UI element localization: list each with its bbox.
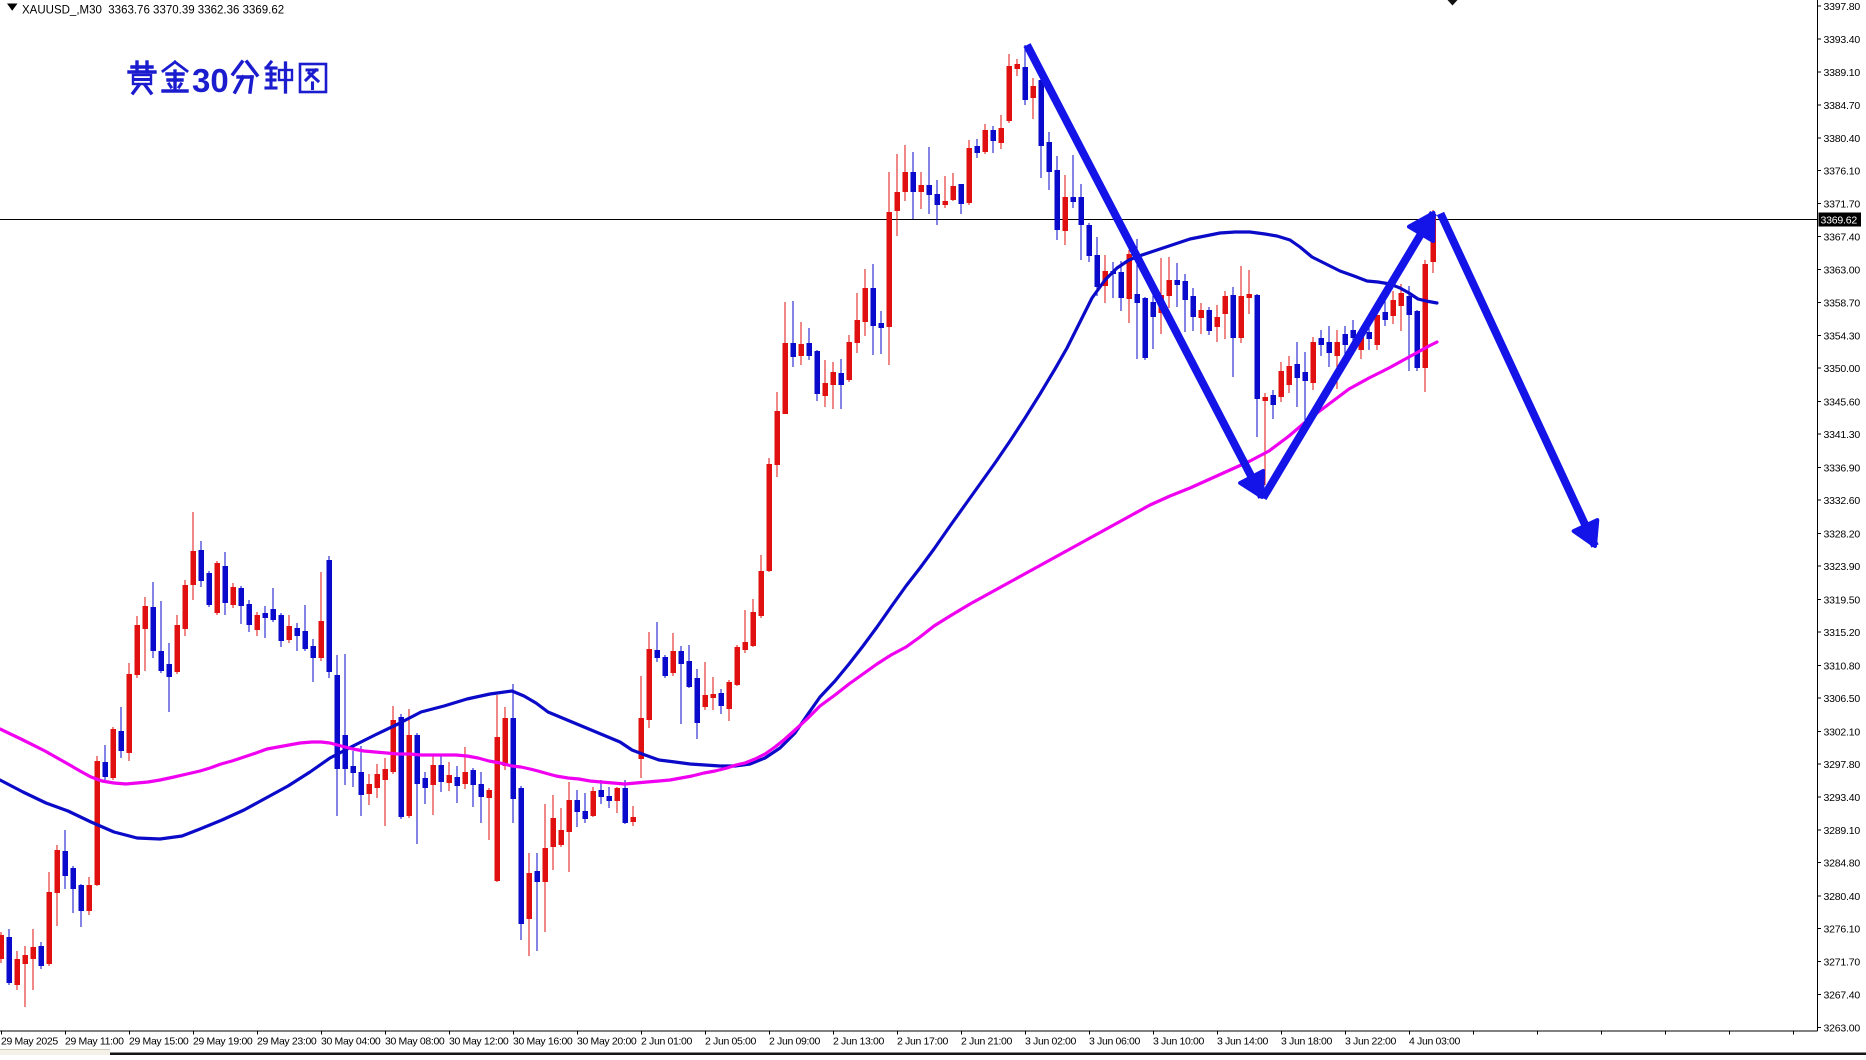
svg-text:3276.10: 3276.10 xyxy=(1824,923,1861,935)
svg-text:3319.50: 3319.50 xyxy=(1824,594,1861,606)
svg-text:3 Jun 22:00: 3 Jun 22:00 xyxy=(1345,1036,1397,1048)
svg-text:3 Jun 06:00: 3 Jun 06:00 xyxy=(1089,1036,1141,1048)
svg-text:3267.40: 3267.40 xyxy=(1824,989,1861,1001)
svg-text:4 Jun 03:00: 4 Jun 03:00 xyxy=(1409,1036,1461,1048)
svg-text:3 Jun 10:00: 3 Jun 10:00 xyxy=(1153,1036,1205,1048)
svg-text:3367.40: 3367.40 xyxy=(1824,231,1861,243)
svg-text:3284.80: 3284.80 xyxy=(1824,857,1861,869)
svg-text:29 May 11:00: 29 May 11:00 xyxy=(65,1036,124,1048)
svg-text:3363.00: 3363.00 xyxy=(1824,265,1861,277)
svg-text:3306.50: 3306.50 xyxy=(1824,693,1861,705)
svg-text:2 Jun 13:00: 2 Jun 13:00 xyxy=(833,1036,885,1048)
svg-text:2 Jun 21:00: 2 Jun 21:00 xyxy=(961,1036,1013,1048)
svg-text:29 May 23:00: 29 May 23:00 xyxy=(257,1036,317,1048)
svg-text:30 May 04:00: 30 May 04:00 xyxy=(321,1036,381,1048)
svg-text:3263.00: 3263.00 xyxy=(1824,1023,1861,1035)
svg-text:3371.70: 3371.70 xyxy=(1824,199,1861,211)
svg-text:3369.62: 3369.62 xyxy=(1821,215,1858,227)
svg-text:30 May 12:00: 30 May 12:00 xyxy=(449,1036,509,1048)
svg-text:3397.80: 3397.80 xyxy=(1824,1,1861,13)
svg-text:3328.20: 3328.20 xyxy=(1824,529,1861,541)
svg-text:30 May 16:00: 30 May 16:00 xyxy=(513,1036,573,1048)
svg-text:3323.90: 3323.90 xyxy=(1824,561,1861,573)
svg-text:3336.90: 3336.90 xyxy=(1824,463,1861,475)
svg-text:29 May 19:00: 29 May 19:00 xyxy=(193,1036,253,1048)
svg-text:3 Jun 18:00: 3 Jun 18:00 xyxy=(1281,1036,1333,1048)
svg-text:30: 30 xyxy=(192,62,229,99)
svg-text:XAUUSD_,M30 3363.76 3370.39 3: XAUUSD_,M30 3363.76 3370.39 3362.36 3369… xyxy=(22,5,284,17)
svg-text:3293.40: 3293.40 xyxy=(1824,792,1861,804)
svg-text:3332.60: 3332.60 xyxy=(1824,495,1861,507)
svg-text:3315.20: 3315.20 xyxy=(1824,627,1861,639)
svg-text:3350.00: 3350.00 xyxy=(1824,363,1861,375)
svg-text:2 Jun 01:00: 2 Jun 01:00 xyxy=(641,1036,693,1048)
svg-text:3302.10: 3302.10 xyxy=(1824,726,1861,738)
svg-text:3289.10: 3289.10 xyxy=(1824,825,1861,837)
svg-text:3384.70: 3384.70 xyxy=(1824,100,1861,112)
svg-text:3341.30: 3341.30 xyxy=(1824,429,1861,441)
svg-text:3345.60: 3345.60 xyxy=(1824,397,1861,409)
svg-text:29 May 2025: 29 May 2025 xyxy=(1,1036,58,1048)
svg-text:3310.80: 3310.80 xyxy=(1824,660,1861,672)
svg-text:3376.10: 3376.10 xyxy=(1824,165,1861,177)
svg-text:3380.40: 3380.40 xyxy=(1824,133,1861,145)
svg-text:3 Jun 14:00: 3 Jun 14:00 xyxy=(1217,1036,1269,1048)
svg-text:3271.70: 3271.70 xyxy=(1824,957,1861,969)
svg-text:29 May 15:00: 29 May 15:00 xyxy=(129,1036,189,1048)
svg-text:30 May 08:00: 30 May 08:00 xyxy=(385,1036,445,1048)
svg-text:30 May 20:00: 30 May 20:00 xyxy=(577,1036,637,1048)
svg-text:3297.80: 3297.80 xyxy=(1824,759,1861,771)
svg-text:3 Jun 02:00: 3 Jun 02:00 xyxy=(1025,1036,1077,1048)
svg-text:2 Jun 05:00: 2 Jun 05:00 xyxy=(705,1036,757,1048)
svg-text:3280.40: 3280.40 xyxy=(1824,891,1861,903)
svg-text:3354.30: 3354.30 xyxy=(1824,331,1861,343)
svg-text:2 Jun 17:00: 2 Jun 17:00 xyxy=(897,1036,949,1048)
svg-text:2 Jun 09:00: 2 Jun 09:00 xyxy=(769,1036,821,1048)
svg-text:3393.40: 3393.40 xyxy=(1824,34,1861,46)
svg-text:3358.70: 3358.70 xyxy=(1824,297,1861,309)
svg-text:3389.10: 3389.10 xyxy=(1824,67,1861,79)
